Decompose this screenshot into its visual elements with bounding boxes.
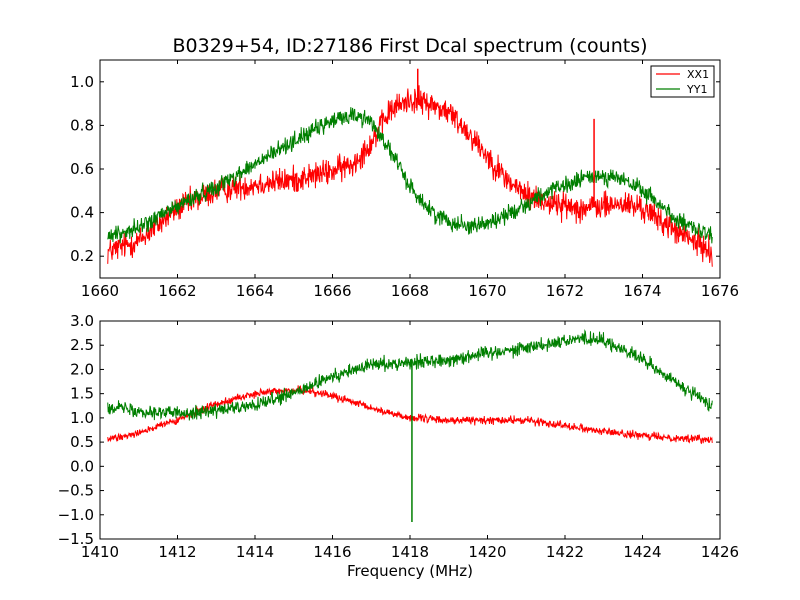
bottom-axes-frame — [99, 320, 721, 540]
top-axis-ticks: 1660 1662 1664 1666 1668 1670 1672 1674 1676 0.2 0… — [70, 60, 739, 300]
y-tick-label: 2.0 — [70, 360, 94, 378]
y-tick-label: 0.5 — [70, 433, 94, 451]
x-tick-label: 1416 — [313, 543, 351, 561]
legend-box — [650, 65, 715, 98]
y-tick-label: 1.0 — [70, 73, 94, 91]
y-tick-label: 1.0 — [70, 409, 94, 427]
top-axes-frame — [99, 59, 721, 279]
x-tick-label: 1418 — [391, 543, 429, 561]
legend-label-yy1: YY1 — [686, 83, 707, 96]
x-tick-label: 1666 — [313, 282, 351, 300]
x-tick-label: 1426 — [701, 543, 739, 561]
x-tick-label: 1670 — [468, 282, 506, 300]
x-tick-label: 1414 — [236, 543, 274, 561]
x-tick-label: 1664 — [236, 282, 274, 300]
x-tick-label: 1674 — [623, 282, 661, 300]
x-tick-label: 1668 — [391, 282, 429, 300]
x-tick-label: 1410 — [81, 543, 119, 561]
x-tick-label: 1420 — [468, 543, 506, 561]
top-plot-area — [107, 68, 713, 267]
x-tick-label: 1424 — [623, 543, 661, 561]
y-tick-label: 0.2 — [70, 247, 94, 265]
bottom-plot-area — [107, 329, 713, 523]
y-tick-label: 2.5 — [70, 336, 94, 354]
chart-title: B0329+54, ID:27186 First Dcal spectrum (… — [172, 35, 647, 57]
series-line-xx1 — [107, 385, 713, 445]
x-tick-label: 1660 — [81, 282, 119, 300]
y-tick-label: 0.6 — [70, 160, 94, 178]
y-tick-label: 1.5 — [70, 385, 94, 403]
series-line-xx1 — [107, 85, 713, 267]
y-tick-label: 0.0 — [70, 457, 94, 475]
y-tick-label: 0.8 — [70, 116, 94, 134]
top-panel: 1660 1662 1664 1666 1668 1670 1672 1674 1676 0.2 0… — [70, 59, 739, 300]
x-tick-label: 1676 — [701, 282, 739, 300]
legend-label-xx1: XX1 — [687, 68, 709, 81]
x-tick-label: 1422 — [546, 543, 584, 561]
bottom-axis-ticks: 1410 1412 1414 1416 1418 1420 1422 1424 1426 −1.5… — [58, 312, 740, 561]
x-tick-label: 1662 — [158, 282, 196, 300]
x-tick-label: 1412 — [158, 543, 196, 561]
legend: XX1 YY1 — [650, 65, 715, 98]
x-axis-label: Frequency (MHz) — [347, 562, 473, 580]
y-tick-label: 3.0 — [70, 312, 94, 330]
series-line-yy1 — [107, 107, 713, 244]
bottom-panel: 1410 1412 1414 1416 1418 1420 1422 1424 1426 −1.5… — [58, 312, 740, 561]
x-tick-label: 1672 — [546, 282, 584, 300]
y-tick-label: 0.4 — [70, 204, 94, 222]
y-tick-label: −0.5 — [58, 482, 94, 500]
series-line-yy1 — [107, 329, 713, 421]
y-tick-label: −1.5 — [58, 530, 94, 548]
y-tick-label: −1.0 — [58, 506, 94, 524]
